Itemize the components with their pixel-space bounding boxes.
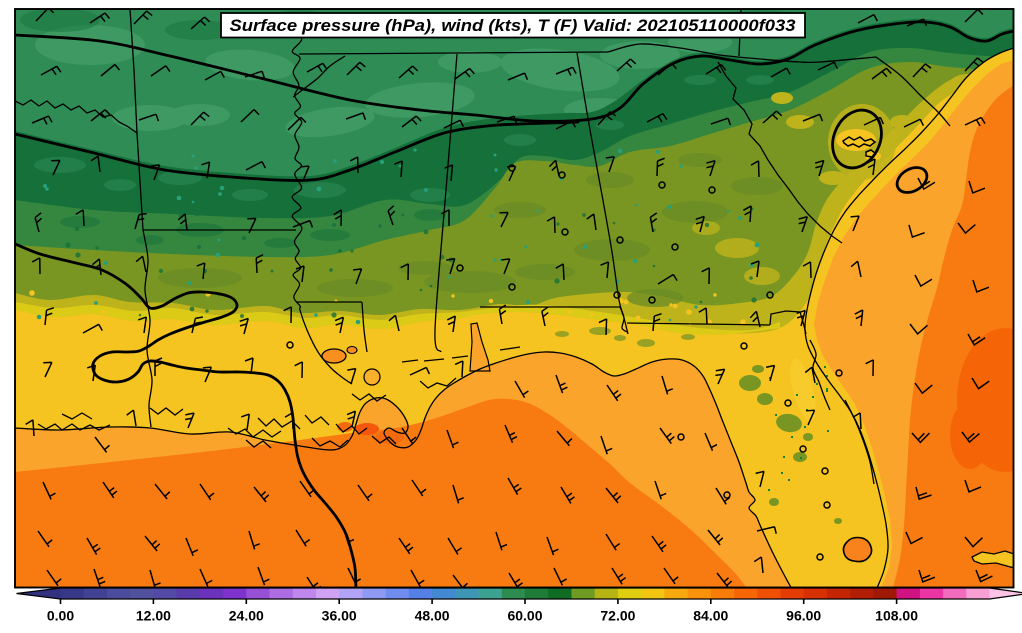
svg-text:48.00: 48.00 — [415, 608, 450, 624]
svg-text:96.00: 96.00 — [786, 608, 821, 624]
svg-text:24.00: 24.00 — [229, 608, 264, 624]
svg-text:84.00: 84.00 — [693, 608, 728, 624]
svg-text:72.00: 72.00 — [600, 608, 635, 624]
svg-text:12.00: 12.00 — [136, 608, 171, 624]
svg-text:0.00: 0.00 — [47, 608, 74, 624]
svg-text:60.00: 60.00 — [507, 608, 542, 624]
svg-text:36.00: 36.00 — [322, 608, 357, 624]
svg-text:Surface pressure (hPa), wind (: Surface pressure (hPa), wind (kts), T (F… — [230, 17, 796, 35]
svg-text:108.00: 108.00 — [875, 608, 918, 624]
